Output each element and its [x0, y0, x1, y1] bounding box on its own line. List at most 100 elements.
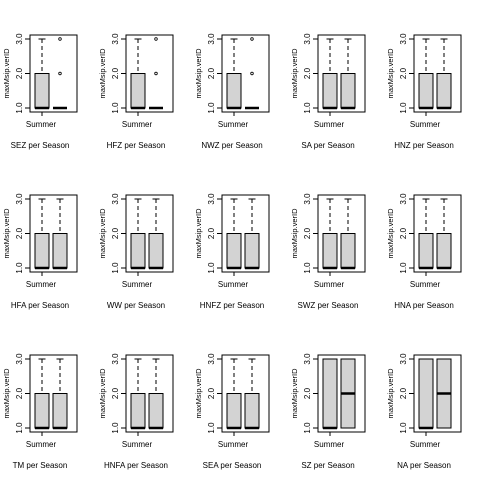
y-axis-label: maxMsip.verID [386, 48, 395, 99]
panel-5: 1.0 2.0 3.0 maxMsip.verID Summer HNZ per Seas… [386, 33, 461, 150]
panel-title: HFA per Season [11, 301, 69, 310]
box [35, 74, 49, 109]
y-tick-label: 3.0 [111, 353, 120, 365]
panel-title: SEA per Season [203, 461, 262, 470]
x-tick-label: Summer [314, 280, 345, 289]
panel-title: SZ per Season [301, 461, 354, 470]
y-tick-label: 1.0 [111, 102, 120, 114]
x-tick-label: Summer [122, 120, 153, 129]
y-axis-label: maxMsip.verID [2, 208, 11, 259]
y-tick-label: 3.0 [399, 33, 408, 45]
y-axis-label: maxMsip.verID [290, 368, 299, 419]
y-tick-label: 2.0 [15, 227, 24, 239]
box [53, 394, 67, 429]
box [419, 234, 433, 269]
panel-title: NA per Season [397, 461, 451, 470]
y-tick-label: 1.0 [399, 102, 408, 114]
box [245, 394, 259, 429]
panel-title: SEZ per Season [11, 141, 70, 150]
box [53, 234, 67, 269]
panel-title: HNFZ per Season [200, 301, 264, 310]
y-tick-label: 2.0 [399, 67, 408, 79]
outlier-point [59, 72, 62, 75]
panel-7: 1.0 2.0 3.0 maxMsip.verID Summer WW per Seaso… [98, 193, 173, 310]
y-tick-label: 3.0 [15, 193, 24, 205]
y-tick-label: 3.0 [303, 193, 312, 205]
box [437, 234, 451, 269]
box [131, 234, 145, 269]
y-axis-label: maxMsip.verID [290, 208, 299, 259]
panel-title: HFZ per Season [107, 141, 166, 150]
x-tick-label: Summer [26, 440, 57, 449]
y-tick-label: 1.0 [15, 102, 24, 114]
y-tick-label: 1.0 [111, 422, 120, 434]
panel-10: 1.0 2.0 3.0 maxMsip.verID Summer HNA per Seas… [386, 193, 461, 310]
y-tick-label: 3.0 [15, 353, 24, 365]
panel-12: 1.0 2.0 3.0 maxMsip.verID Summer HNFA per Sea… [98, 353, 173, 470]
x-tick-label: Summer [410, 440, 441, 449]
panel-4: 1.0 2.0 3.0 maxMsip.verID Summer SA per Seaso… [290, 33, 365, 150]
box [131, 394, 145, 429]
x-tick-label: Summer [410, 120, 441, 129]
y-tick-label: 3.0 [303, 33, 312, 45]
y-axis-label: maxMsip.verID [194, 48, 203, 99]
panel-15: 1.0 2.0 3.0 maxMsip.verID Summer NA per Seaso… [386, 353, 461, 470]
box [323, 234, 337, 269]
x-tick-label: Summer [26, 280, 57, 289]
outlier-point [155, 38, 158, 41]
x-tick-label: Summer [314, 120, 345, 129]
panel-2: 1.0 2.0 3.0 maxMsip.verID Summer HFZ per Seas… [98, 33, 173, 150]
y-tick-label: 3.0 [207, 33, 216, 45]
outlier-point [59, 38, 62, 41]
panel-11: 1.0 2.0 3.0 maxMsip.verID Summer TM per Seaso… [2, 353, 77, 470]
y-tick-label: 1.0 [303, 102, 312, 114]
y-tick-label: 1.0 [303, 422, 312, 434]
outlier-point [155, 72, 158, 75]
panel-3: 1.0 2.0 3.0 maxMsip.verID Summer NWZ per Seas… [194, 33, 269, 150]
panel-title: HNFA per Season [104, 461, 168, 470]
y-tick-label: 3.0 [207, 193, 216, 205]
panel-title: HNZ per Season [394, 141, 454, 150]
panel-8: 1.0 2.0 3.0 maxMsip.verID Summer HNFZ per Sea… [194, 193, 269, 310]
y-tick-label: 3.0 [15, 33, 24, 45]
box [419, 359, 433, 428]
y-tick-label: 2.0 [15, 387, 24, 399]
panel-1: 1.0 2.0 3.0 maxMsip.verID Summer SEZ per Seas… [2, 33, 77, 150]
box [341, 234, 355, 269]
box [227, 74, 241, 109]
y-tick-label: 2.0 [15, 67, 24, 79]
y-tick-label: 1.0 [111, 262, 120, 274]
x-tick-label: Summer [122, 280, 153, 289]
box [341, 74, 355, 109]
y-tick-label: 2.0 [111, 67, 120, 79]
y-tick-label: 1.0 [303, 262, 312, 274]
y-tick-label: 2.0 [207, 387, 216, 399]
y-axis-label: maxMsip.verID [194, 368, 203, 419]
panel-title: NWZ per Season [201, 141, 262, 150]
y-tick-label: 1.0 [207, 102, 216, 114]
y-axis-label: maxMsip.verID [98, 48, 107, 99]
y-tick-label: 3.0 [111, 193, 120, 205]
y-tick-label: 2.0 [303, 387, 312, 399]
x-tick-label: Summer [26, 120, 57, 129]
outlier-point [251, 72, 254, 75]
y-axis-label: maxMsip.verID [2, 368, 11, 419]
y-tick-label: 1.0 [15, 422, 24, 434]
y-tick-label: 2.0 [399, 227, 408, 239]
panel-9: 1.0 2.0 3.0 maxMsip.verID Summer SWZ per Seas… [290, 193, 365, 310]
panel-14: 1.0 2.0 3.0 maxMsip.verID Summer SZ per Seaso… [290, 353, 365, 470]
box [131, 74, 145, 109]
y-axis-label: maxMsip.verID [98, 208, 107, 259]
outlier-point [251, 38, 254, 41]
y-tick-label: 2.0 [303, 67, 312, 79]
y-axis-label: maxMsip.verID [290, 48, 299, 99]
y-tick-label: 2.0 [111, 227, 120, 239]
y-axis-label: maxMsip.verID [386, 208, 395, 259]
box [323, 359, 337, 428]
y-tick-label: 1.0 [207, 262, 216, 274]
box [227, 394, 241, 429]
x-tick-label: Summer [218, 280, 249, 289]
box [35, 394, 49, 429]
x-tick-label: Summer [218, 440, 249, 449]
